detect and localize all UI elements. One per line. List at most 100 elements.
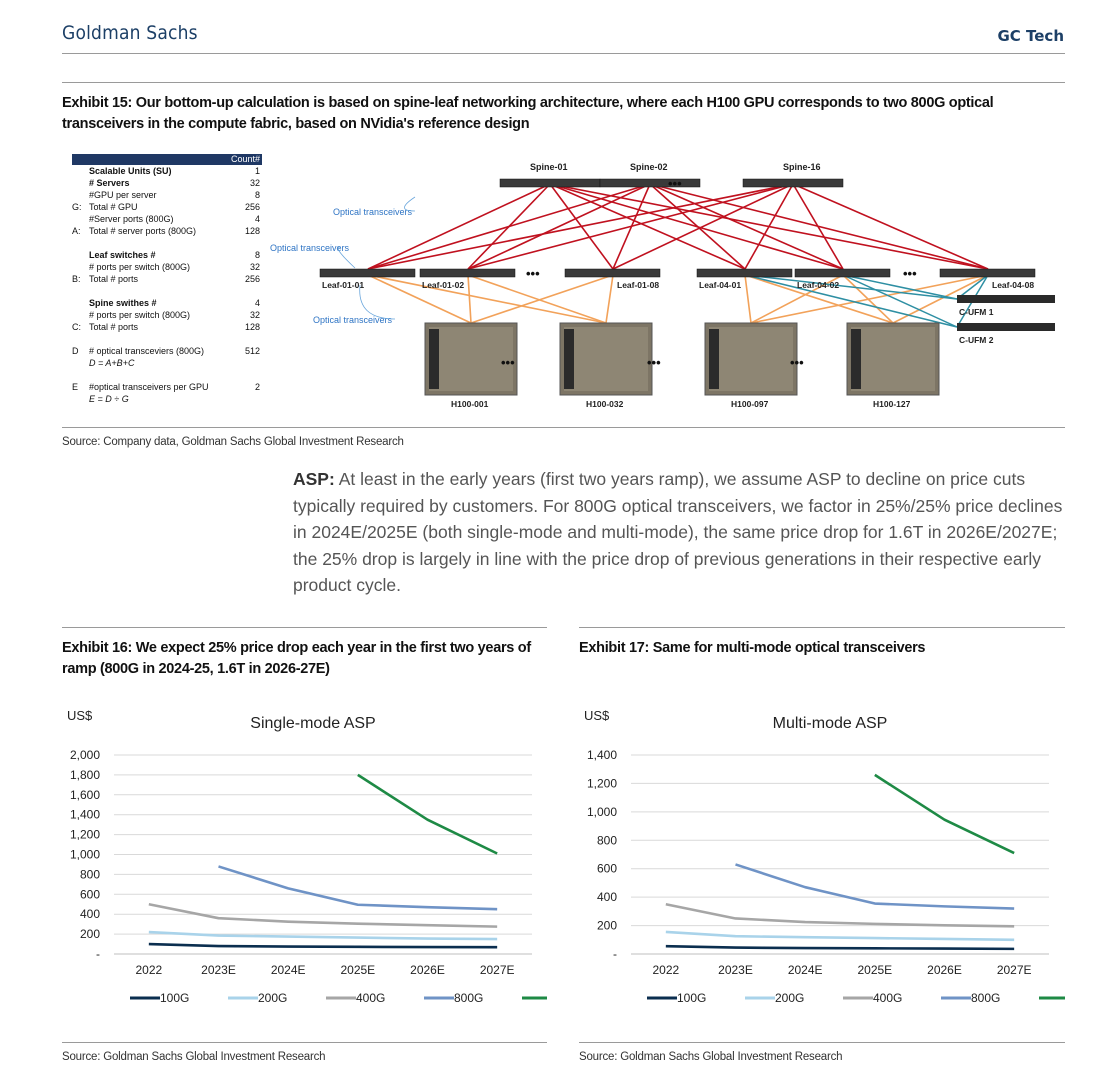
su-row-label: # ports per switch (800G) — [89, 310, 191, 320]
y-tick-label: 400 — [597, 890, 617, 904]
su-table-header: Count# — [72, 154, 262, 165]
su-row-value: 4 — [254, 214, 260, 224]
leaf-label: Leaf-01-01 — [322, 280, 364, 290]
x-tick-label: 2025E — [857, 963, 892, 977]
series-line-400G — [148, 902, 498, 928]
su-row-label: Spine swithes # — [89, 298, 157, 308]
su-table-row: Spine swithes # 4 — [72, 297, 262, 309]
spine-leaf-link — [367, 183, 794, 270]
leaf-switch — [696, 268, 793, 278]
spine-label: Spine-02 — [630, 162, 668, 172]
leaf-ellipsis: ••• — [903, 266, 917, 281]
asp-body: At least in the early years (first two y… — [293, 469, 1063, 595]
su-table-row: G: Total # GPU 256 — [72, 201, 262, 213]
leaf-server-link — [470, 274, 614, 324]
su-calc-table: Count# Scalable Units (SU) 1 # Servers 32 #G… — [72, 154, 262, 405]
su-table-row: # Servers 32 — [72, 177, 262, 189]
leaf-switch — [419, 268, 516, 278]
server-ellipsis: ••• — [647, 355, 661, 370]
su-row-value: 8 — [254, 250, 260, 260]
su-table-row: Leaf switches # 8 — [72, 249, 262, 261]
su-table-row: D # optical transceviers (800G) 512 — [72, 345, 262, 357]
su-table-row: C: Total # ports 128 — [72, 321, 262, 333]
su-row-value: 8 — [254, 190, 260, 200]
leaf-server-link — [367, 274, 472, 324]
x-tick-label: 2023E — [718, 963, 753, 977]
y-tick-label: 200 — [597, 919, 617, 933]
y-axis-unit-label: US$ — [584, 708, 610, 723]
series-line-800G — [218, 865, 498, 911]
su-table-row — [72, 285, 262, 297]
spine-leaf-link — [467, 183, 794, 270]
su-row-value: 256 — [244, 274, 260, 284]
exhibit16-title: Exhibit 16: We expect 25% price drop eac… — [62, 640, 531, 677]
leaf-server-link — [750, 274, 989, 324]
leaf-server-link — [744, 274, 894, 324]
series-line-200G — [665, 930, 1015, 942]
spine-leaf-link — [649, 183, 989, 270]
gpu-server-bezel — [429, 329, 439, 389]
y-tick-label: 2,000 — [70, 748, 100, 762]
series-line-100G — [665, 944, 1015, 951]
leaf-ellipsis: ••• — [526, 266, 540, 281]
x-tick-label: 2027E — [997, 963, 1032, 977]
su-table-row: B: Total # ports 256 — [72, 273, 262, 285]
transceiver-annotation: Optical transceivers — [333, 207, 413, 217]
spine-label: Spine-16 — [783, 162, 821, 172]
section-label: GC Tech — [997, 27, 1064, 45]
server-label: H100-032 — [586, 399, 624, 409]
su-table-row: #GPU per server 8 — [72, 189, 262, 201]
su-table-row — [72, 237, 262, 249]
series-line-1.6T — [874, 773, 1015, 855]
exhibit17-source: Source: Goldman Sachs Global Investment … — [579, 1051, 843, 1063]
y-axis-unit-label: US$ — [67, 708, 93, 723]
transceiver-annotation: Optical transceivers — [270, 243, 350, 253]
exhibit15-title: Exhibit 15: Our bottom-up calculation is… — [62, 95, 994, 132]
su-row-value: 32 — [249, 310, 260, 320]
leaf-server-links — [367, 274, 989, 324]
gpu-server-panel — [709, 327, 793, 391]
su-row-prefix: G: — [72, 202, 82, 212]
leaf-ufm-link — [744, 274, 958, 328]
su-row-value: 32 — [249, 262, 260, 272]
y-tick-label: 1,600 — [70, 788, 100, 802]
su-row-value: 512 — [244, 346, 260, 356]
legend-label: 400G — [356, 991, 385, 1005]
y-tick-label: 1,000 — [587, 805, 617, 819]
exhibit16-bottom-rule — [62, 1042, 547, 1043]
su-row-label: Total # ports — [89, 322, 139, 332]
su-row-label: Total # server ports (800G) — [89, 226, 197, 236]
legend-label: 800G — [971, 991, 1000, 1005]
ufm-unit — [957, 323, 1055, 331]
leaf-label: Leaf-04-08 — [992, 280, 1034, 290]
exhibit16-top-rule — [62, 627, 547, 628]
su-row-label: # Servers — [89, 178, 130, 188]
legend-label: 400G — [873, 991, 902, 1005]
legend-label: 100G — [160, 991, 189, 1005]
ufm-label: C-UFM 1 — [959, 307, 994, 317]
su-row-label: #optical transceivers per GPU — [89, 382, 209, 392]
y-tick-label: 1,200 — [587, 776, 617, 790]
asp-lead: ASP: — [293, 469, 335, 489]
asp-paragraph: ASP: At least in the early years (first … — [293, 466, 1063, 599]
x-tick-label: 2025E — [340, 963, 375, 977]
su-row-label: Total # GPU — [89, 202, 138, 212]
server-ellipsis: ••• — [501, 355, 515, 370]
exhibit16-source: Source: Goldman Sachs Global Investment … — [62, 1051, 326, 1063]
x-tick-label: 2024E — [271, 963, 306, 977]
leaf-switch — [319, 268, 416, 278]
spine-ellipsis: ••• — [668, 176, 682, 191]
spine-label: Spine-01 — [530, 162, 568, 172]
transceiver-annotation: Optical transceivers — [313, 315, 393, 325]
su-table-row: #Server ports (800G) 4 — [72, 213, 262, 225]
series-line-200G — [148, 930, 498, 941]
leaf-ufm-link — [842, 274, 958, 328]
su-table-row: # ports per switch (800G) 32 — [72, 261, 262, 273]
su-row-label: #GPU per server — [89, 190, 157, 200]
y-tick-label: 1,000 — [70, 848, 100, 862]
su-table-row — [72, 333, 262, 345]
y-tick-label: 800 — [80, 867, 100, 881]
server-label: H100-127 — [873, 399, 911, 409]
leaf-server-link — [750, 274, 844, 324]
leaf-server-link — [367, 274, 607, 324]
